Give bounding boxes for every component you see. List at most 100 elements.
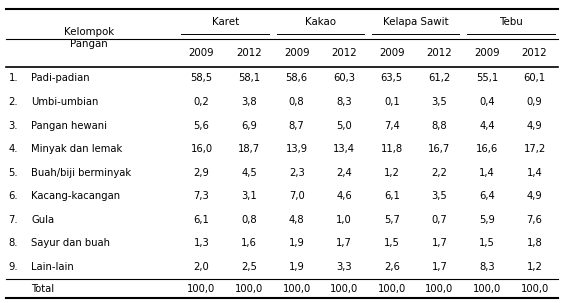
Text: 2,4: 2,4: [336, 168, 352, 178]
Text: 16,0: 16,0: [191, 144, 213, 154]
Text: 5,0: 5,0: [336, 121, 352, 131]
Text: 55,1: 55,1: [476, 73, 498, 83]
Text: 2009: 2009: [284, 48, 310, 58]
Text: 2012: 2012: [426, 48, 452, 58]
Text: 100,0: 100,0: [235, 284, 263, 295]
Text: 8,7: 8,7: [289, 121, 305, 131]
Text: Kelapa Sawit: Kelapa Sawit: [383, 16, 448, 27]
Text: 2009: 2009: [379, 48, 404, 58]
Text: 100,0: 100,0: [425, 284, 453, 295]
Text: 0,7: 0,7: [431, 215, 447, 225]
Text: 100,0: 100,0: [378, 284, 406, 295]
Text: 100,0: 100,0: [330, 284, 358, 295]
Text: 1,4: 1,4: [479, 168, 495, 178]
Text: 3.: 3.: [8, 121, 18, 131]
Text: 0,8: 0,8: [241, 215, 257, 225]
Text: 4,9: 4,9: [527, 191, 543, 201]
Text: 2,3: 2,3: [289, 168, 305, 178]
Text: 0,2: 0,2: [193, 97, 209, 107]
Text: 4,6: 4,6: [336, 191, 352, 201]
Text: 4,9: 4,9: [527, 121, 543, 131]
Text: 18,7: 18,7: [238, 144, 260, 154]
Text: 1,2: 1,2: [527, 262, 543, 272]
Text: 6,4: 6,4: [479, 191, 495, 201]
Text: 1,7: 1,7: [336, 238, 352, 248]
Text: 5.: 5.: [8, 168, 18, 178]
Text: 4,4: 4,4: [479, 121, 495, 131]
Text: 58,6: 58,6: [285, 73, 308, 83]
Text: 63,5: 63,5: [381, 73, 403, 83]
Text: Total: Total: [31, 284, 54, 295]
Text: 3,8: 3,8: [241, 97, 257, 107]
Text: 6,9: 6,9: [241, 121, 257, 131]
Text: 0,9: 0,9: [527, 97, 543, 107]
Text: 2,9: 2,9: [193, 168, 209, 178]
Text: 2,2: 2,2: [431, 168, 447, 178]
Text: 8,3: 8,3: [336, 97, 352, 107]
Text: 60,3: 60,3: [333, 73, 355, 83]
Text: 100,0: 100,0: [283, 284, 311, 295]
Text: 2012: 2012: [236, 48, 262, 58]
Text: 7,3: 7,3: [193, 191, 209, 201]
Text: Gula: Gula: [31, 215, 54, 225]
Text: 2012: 2012: [332, 48, 357, 58]
Text: 8,8: 8,8: [431, 121, 447, 131]
Text: 1,4: 1,4: [527, 168, 543, 178]
Text: 58,1: 58,1: [238, 73, 260, 83]
Text: 1.: 1.: [8, 73, 18, 83]
Text: Umbi-umbian: Umbi-umbian: [31, 97, 98, 107]
Text: 17,2: 17,2: [523, 144, 546, 154]
Text: 2009: 2009: [474, 48, 500, 58]
Text: 100,0: 100,0: [187, 284, 215, 295]
Text: 7.: 7.: [8, 215, 18, 225]
Text: 7,0: 7,0: [289, 191, 305, 201]
Text: 0,8: 0,8: [289, 97, 305, 107]
Text: 4.: 4.: [8, 144, 18, 154]
Text: 0,1: 0,1: [384, 97, 400, 107]
Text: 6,1: 6,1: [384, 191, 400, 201]
Text: 3,5: 3,5: [431, 97, 447, 107]
Text: 2,6: 2,6: [384, 262, 400, 272]
Text: 5,7: 5,7: [384, 215, 400, 225]
Text: 1,5: 1,5: [384, 238, 400, 248]
Text: Padi-padian: Padi-padian: [31, 73, 90, 83]
Text: 1,5: 1,5: [479, 238, 495, 248]
Text: 13,4: 13,4: [333, 144, 355, 154]
Text: 1,8: 1,8: [527, 238, 543, 248]
Text: 3,3: 3,3: [336, 262, 352, 272]
Text: 58,5: 58,5: [191, 73, 213, 83]
Text: 8,3: 8,3: [479, 262, 495, 272]
Text: 3,1: 3,1: [241, 191, 257, 201]
Text: 4,5: 4,5: [241, 168, 257, 178]
Text: 100,0: 100,0: [521, 284, 549, 295]
Text: 5,6: 5,6: [193, 121, 209, 131]
Text: Pangan hewani: Pangan hewani: [31, 121, 107, 131]
Text: 6.: 6.: [8, 191, 18, 201]
Text: 3,5: 3,5: [431, 191, 447, 201]
Text: Kelompok
Pangan: Kelompok Pangan: [64, 27, 114, 49]
Text: Buah/biji berminyak: Buah/biji berminyak: [31, 168, 131, 178]
Text: Lain-lain: Lain-lain: [31, 262, 74, 272]
Text: 9.: 9.: [8, 262, 18, 272]
Text: 61,2: 61,2: [428, 73, 451, 83]
Text: Karet: Karet: [212, 16, 239, 27]
Text: Kacang-kacangan: Kacang-kacangan: [31, 191, 120, 201]
Text: 2.: 2.: [8, 97, 18, 107]
Text: 7,4: 7,4: [384, 121, 400, 131]
Text: 7,6: 7,6: [527, 215, 543, 225]
Text: 2009: 2009: [188, 48, 214, 58]
Text: 6,1: 6,1: [193, 215, 209, 225]
Text: 1,9: 1,9: [289, 238, 305, 248]
Text: 2,5: 2,5: [241, 262, 257, 272]
Text: 16,6: 16,6: [476, 144, 498, 154]
Text: 1,7: 1,7: [431, 262, 447, 272]
Text: 1,6: 1,6: [241, 238, 257, 248]
Text: Tebu: Tebu: [499, 16, 523, 27]
Text: 4,8: 4,8: [289, 215, 305, 225]
Text: 60,1: 60,1: [523, 73, 545, 83]
Text: Sayur dan buah: Sayur dan buah: [31, 238, 110, 248]
Text: 11,8: 11,8: [381, 144, 403, 154]
Text: 16,7: 16,7: [428, 144, 451, 154]
Text: 13,9: 13,9: [285, 144, 308, 154]
Text: 100,0: 100,0: [473, 284, 501, 295]
